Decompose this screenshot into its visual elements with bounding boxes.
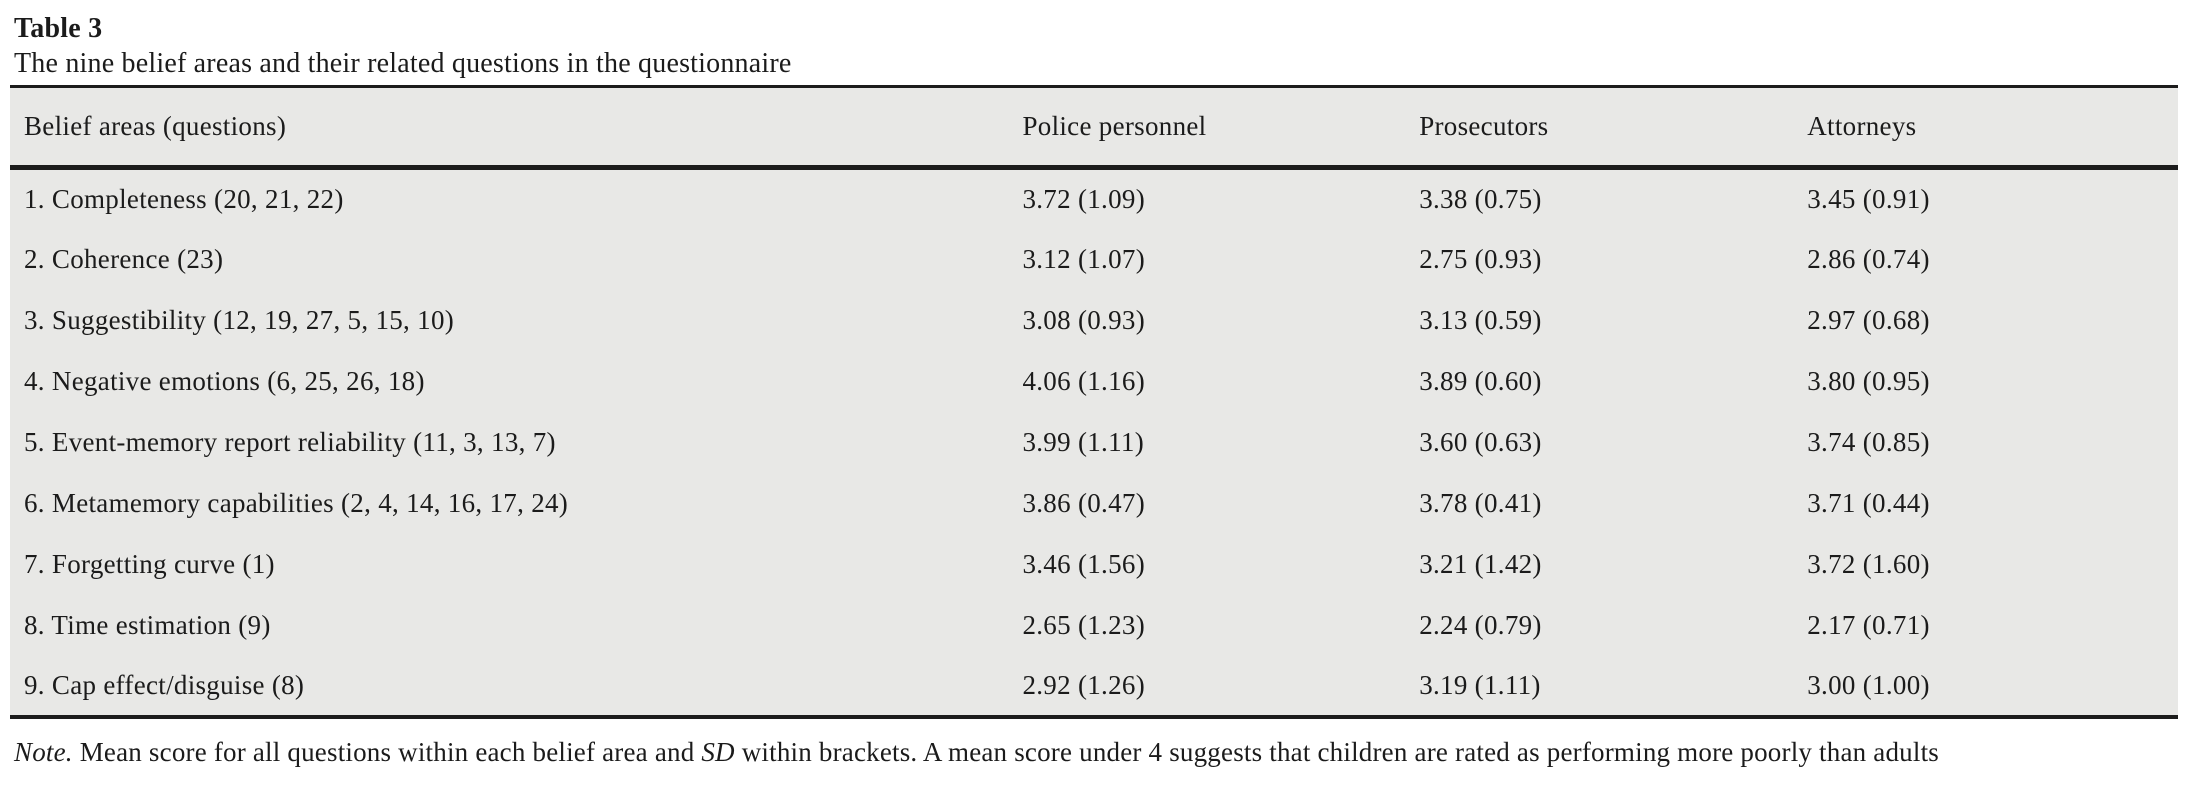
- cell-police-value: 3.72 (1.09): [1022, 167, 1420, 229]
- cell-prosecutors-value: 2.75 (0.93): [1419, 228, 1808, 290]
- cell-police-value: 2.65 (1.23): [1022, 594, 1420, 656]
- cell-belief-area: 6. Metamemory capabilities (2, 4, 14, 16…: [10, 472, 1023, 534]
- table-row: 6. Metamemory capabilities (2, 4, 14, 16…: [10, 472, 2178, 534]
- cell-prosecutors-value: 3.13 (0.59): [1419, 289, 1808, 351]
- note-label: Note.: [14, 736, 73, 767]
- column-header-police-personnel: Police personnel: [1022, 86, 1420, 170]
- cell-prosecutors-value: 3.78 (0.41): [1419, 472, 1808, 534]
- cell-prosecutors-value: 3.38 (0.75): [1419, 167, 1808, 229]
- cell-attorneys-value: 2.97 (0.68): [1807, 289, 2178, 351]
- table-header-row: Belief areas (questions) Police personne…: [10, 86, 2178, 170]
- cell-attorneys-value: 2.86 (0.74): [1807, 228, 2178, 290]
- cell-belief-area: 5. Event-memory report reliability (11, …: [10, 411, 1023, 473]
- cell-attorneys-value: 3.71 (0.44): [1807, 472, 2178, 534]
- column-header-prosecutors: Prosecutors: [1419, 86, 1808, 170]
- table-number-label: Table 3: [14, 13, 103, 44]
- cell-attorneys-value: 3.00 (1.00): [1807, 655, 2178, 717]
- table-row: 5. Event-memory report reliability (11, …: [10, 411, 2178, 473]
- cell-belief-area: 1. Completeness (20, 21, 22): [10, 167, 1023, 229]
- table-row: 7. Forgetting curve (1) 3.46 (1.56) 3.21…: [10, 533, 2178, 595]
- table-note: Note. Mean score for all questions withi…: [14, 735, 2174, 769]
- table-row: 9. Cap effect/disguise (8) 2.92 (1.26) 3…: [10, 655, 2178, 717]
- belief-areas-table: Belief areas (questions) Police personne…: [10, 85, 2178, 719]
- cell-belief-area: 2. Coherence (23): [10, 228, 1023, 290]
- cell-prosecutors-value: 3.21 (1.42): [1419, 533, 1808, 595]
- cell-belief-area: 9. Cap effect/disguise (8): [10, 655, 1023, 717]
- cell-prosecutors-value: 3.60 (0.63): [1419, 411, 1808, 473]
- cell-attorneys-value: 2.17 (0.71): [1807, 594, 2178, 656]
- cell-police-value: 4.06 (1.16): [1022, 350, 1420, 412]
- cell-prosecutors-value: 2.24 (0.79): [1419, 594, 1808, 656]
- cell-attorneys-value: 3.74 (0.85): [1807, 411, 2178, 473]
- table-row: 8. Time estimation (9) 2.65 (1.23) 2.24 …: [10, 594, 2178, 656]
- note-text-2: within brackets. A mean score under 4 su…: [734, 736, 1939, 767]
- note-text-1: Mean score for all questions within each…: [72, 736, 702, 767]
- table-row: 2. Coherence (23) 3.12 (1.07) 2.75 (0.93…: [10, 228, 2178, 290]
- cell-police-value: 3.99 (1.11): [1022, 411, 1420, 473]
- cell-belief-area: 8. Time estimation (9): [10, 594, 1023, 656]
- cell-attorneys-value: 3.80 (0.95): [1807, 350, 2178, 412]
- cell-attorneys-value: 3.45 (0.91): [1807, 167, 2178, 229]
- note-sd-abbrev: SD: [701, 736, 735, 767]
- cell-belief-area: 4. Negative emotions (6, 25, 26, 18): [10, 350, 1023, 412]
- cell-police-value: 3.12 (1.07): [1022, 228, 1420, 290]
- cell-prosecutors-value: 3.19 (1.11): [1419, 655, 1808, 717]
- table-row: 4. Negative emotions (6, 25, 26, 18) 4.0…: [10, 350, 2178, 412]
- cell-police-value: 3.86 (0.47): [1022, 472, 1420, 534]
- cell-police-value: 3.08 (0.93): [1022, 289, 1420, 351]
- cell-belief-area: 7. Forgetting curve (1): [10, 533, 1023, 595]
- cell-attorneys-value: 3.72 (1.60): [1807, 533, 2178, 595]
- column-header-attorneys: Attorneys: [1807, 86, 2178, 170]
- table-caption-block: Table 3 The nine belief areas and their …: [14, 12, 2200, 81]
- table-title: The nine belief areas and their related …: [14, 48, 792, 79]
- cell-prosecutors-value: 3.89 (0.60): [1419, 350, 1808, 412]
- table-row: 3. Suggestibility (12, 19, 27, 5, 15, 10…: [10, 289, 2178, 351]
- cell-police-value: 2.92 (1.26): [1022, 655, 1420, 717]
- table-row: 1. Completeness (20, 21, 22) 3.72 (1.09)…: [10, 167, 2178, 229]
- column-header-belief-areas: Belief areas (questions): [10, 86, 1023, 170]
- cell-belief-area: 3. Suggestibility (12, 19, 27, 5, 15, 10…: [10, 289, 1023, 351]
- cell-police-value: 3.46 (1.56): [1022, 533, 1420, 595]
